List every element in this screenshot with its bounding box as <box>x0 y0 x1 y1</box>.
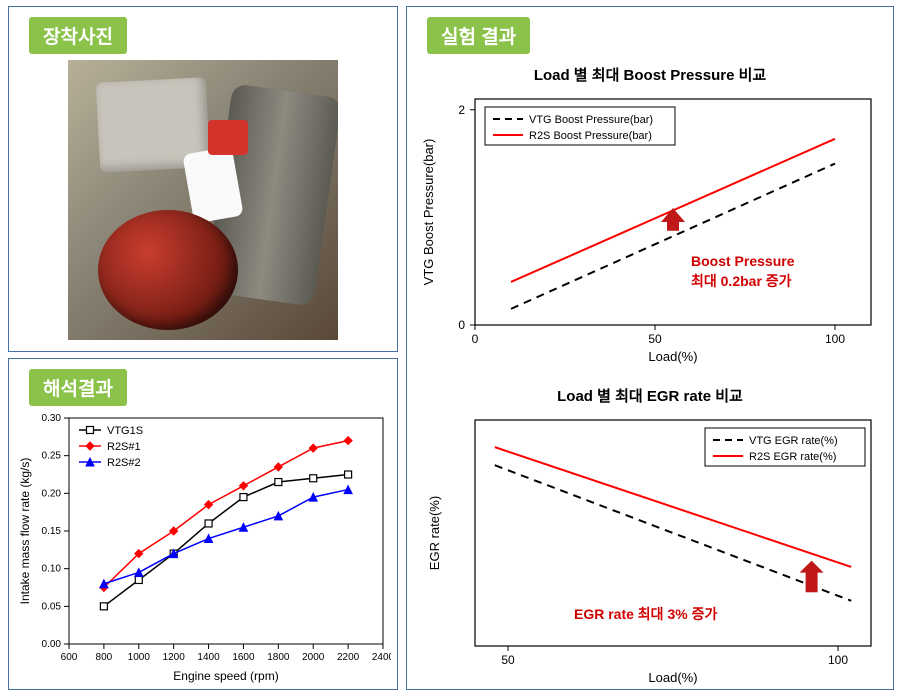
svg-text:50: 50 <box>501 653 515 667</box>
svg-text:1600: 1600 <box>232 652 255 663</box>
svg-text:R2S#1: R2S#1 <box>107 441 141 453</box>
svg-text:R2S#2: R2S#2 <box>107 457 141 469</box>
svg-text:0.25: 0.25 <box>42 451 62 462</box>
svg-text:EGR rate(%): EGR rate(%) <box>427 496 442 570</box>
svg-text:0: 0 <box>458 318 465 332</box>
svg-text:VTG1S: VTG1S <box>107 425 143 437</box>
boost-chart: 0 50 100 0 2 Load(%) VTG Boost Pressure(bar) VT… <box>415 87 885 367</box>
panel-analysis: 해석결과 600 800 1000 1200 1400 1600 1800 2000 2200 2… <box>8 358 398 690</box>
svg-text:R2S Boost Pressure(bar): R2S Boost Pressure(bar) <box>529 130 652 142</box>
svg-text:100: 100 <box>828 653 848 667</box>
svg-text:Load(%): Load(%) <box>648 670 697 685</box>
panel-install-photo: 장착사진 <box>8 6 398 352</box>
egr-chart-title: Load 별 최대 EGR rate 비교 <box>407 385 893 406</box>
svg-text:EGR rate 최대 3% 증가: EGR rate 최대 3% 증가 <box>574 606 717 622</box>
svg-text:최대 0.2bar 증가: 최대 0.2bar 증가 <box>691 273 792 289</box>
svg-text:0.10: 0.10 <box>42 564 62 575</box>
svg-text:Boost Pressure: Boost Pressure <box>691 253 795 269</box>
svg-text:VTG EGR rate(%): VTG EGR rate(%) <box>749 435 838 447</box>
svg-text:0: 0 <box>472 332 479 346</box>
svg-text:800: 800 <box>96 652 113 663</box>
svg-text:Intake mass flow rate (kg/s): Intake mass flow rate (kg/s) <box>18 458 32 605</box>
svg-text:2400: 2400 <box>372 652 391 663</box>
svg-text:0.30: 0.30 <box>42 413 62 424</box>
boost-chart-title: Load 별 최대 Boost Pressure 비교 <box>407 64 893 85</box>
badge-analysis: 해석결과 <box>29 369 127 406</box>
svg-text:R2S EGR rate(%): R2S EGR rate(%) <box>749 451 836 463</box>
svg-text:1400: 1400 <box>197 652 220 663</box>
svg-text:Engine speed (rpm): Engine speed (rpm) <box>173 669 278 683</box>
install-photo <box>68 60 338 340</box>
svg-text:2200: 2200 <box>337 652 360 663</box>
svg-text:Load(%): Load(%) <box>648 349 697 364</box>
svg-text:1000: 1000 <box>128 652 151 663</box>
svg-text:VTG Boost Pressure(bar): VTG Boost Pressure(bar) <box>421 139 436 286</box>
svg-text:0.00: 0.00 <box>42 639 62 650</box>
svg-text:2: 2 <box>458 103 465 117</box>
egr-chart: 50 100 Load(%) EGR rate(%) VTG EGR rate(%) R2… <box>415 408 885 688</box>
svg-text:50: 50 <box>648 332 662 346</box>
svg-text:0.05: 0.05 <box>42 601 62 612</box>
svg-text:2000: 2000 <box>302 652 325 663</box>
svg-text:1800: 1800 <box>267 652 290 663</box>
svg-text:VTG Boost Pressure(bar): VTG Boost Pressure(bar) <box>529 114 653 126</box>
svg-text:1200: 1200 <box>163 652 186 663</box>
svg-text:0.15: 0.15 <box>42 526 62 537</box>
svg-text:600: 600 <box>61 652 78 663</box>
svg-text:0.20: 0.20 <box>42 488 62 499</box>
panel-experiment: 실험 결과 Load 별 최대 Boost Pressure 비교 0 50 100… <box>406 6 894 690</box>
svg-text:100: 100 <box>825 332 845 346</box>
badge-install: 장착사진 <box>29 17 127 54</box>
analysis-chart: 600 800 1000 1200 1400 1600 1800 2000 2200 2400 0.… <box>15 408 391 686</box>
badge-experiment: 실험 결과 <box>427 17 530 54</box>
